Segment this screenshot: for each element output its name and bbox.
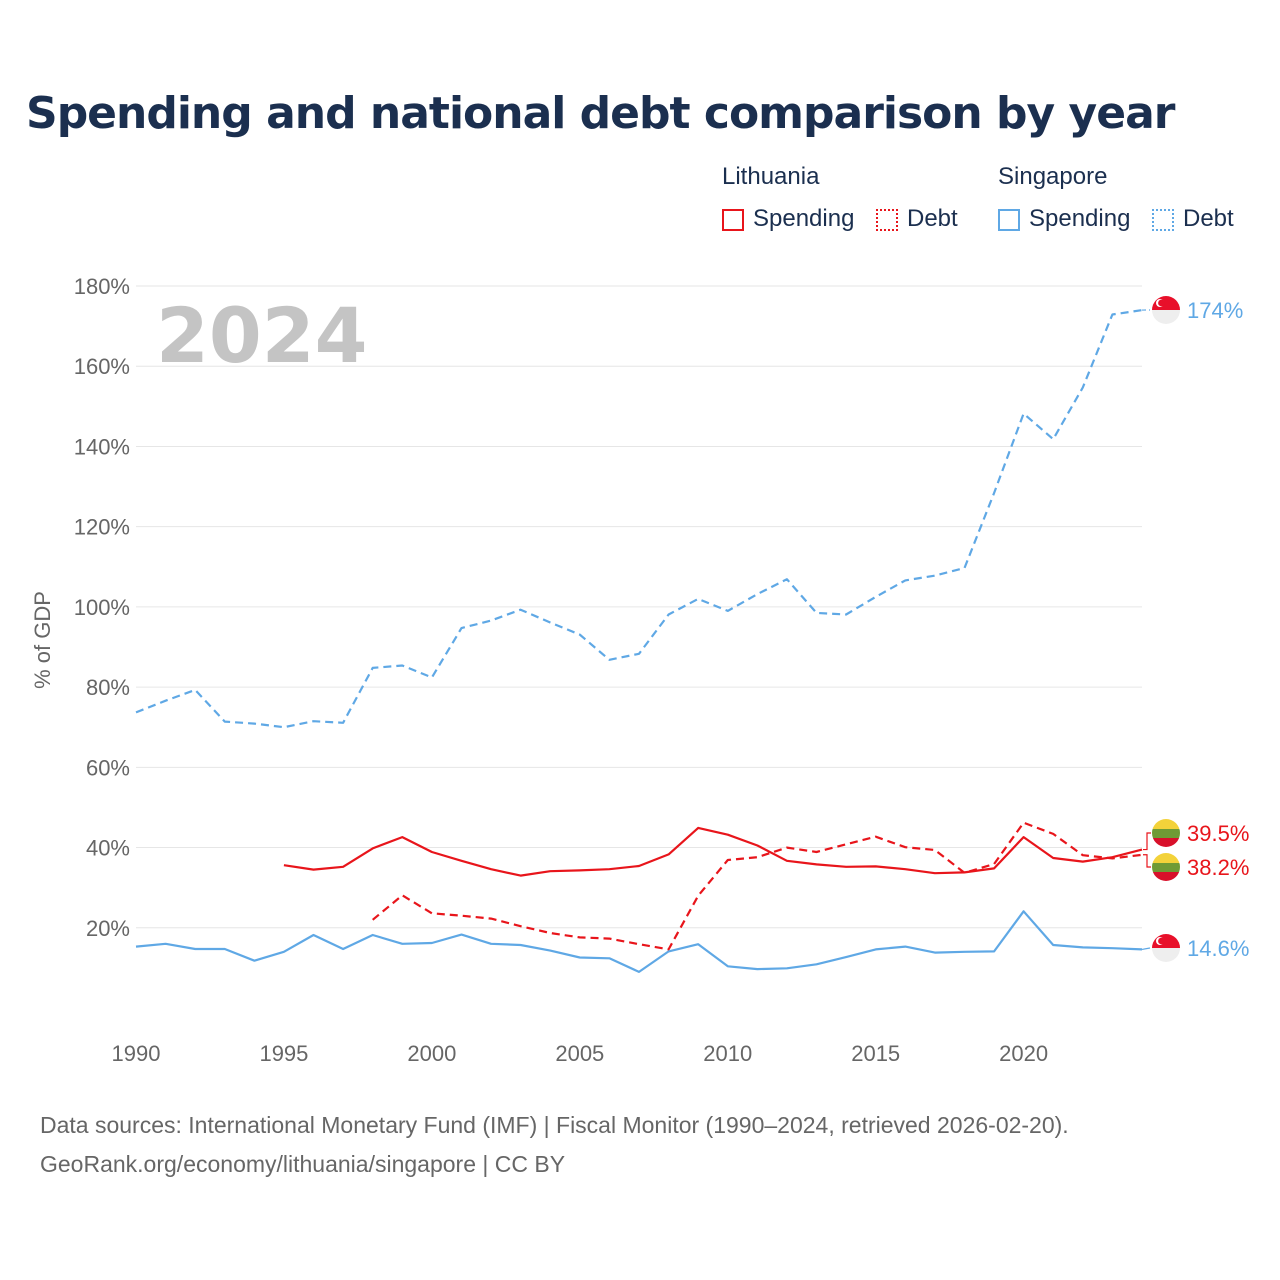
- line-chart: 2024 20% 40% 60% 80% 100% 120% 140% 160% 180% 19…: [30, 274, 1249, 1066]
- sources-line-2: GeoRank.org/economy/lithuania/singapore …: [40, 1151, 566, 1177]
- y-tick-label: 40%: [86, 836, 130, 861]
- year-watermark: 2024: [156, 291, 368, 380]
- x-tick-label: 1990: [112, 1041, 161, 1066]
- y-tick-label: 60%: [86, 755, 130, 780]
- y-tick-label: 100%: [74, 595, 130, 620]
- legend-swatch-solid-blue: [998, 209, 1020, 231]
- legend-label: Spending: [1029, 205, 1131, 232]
- x-tick-label: 1995: [259, 1041, 308, 1066]
- singapore-spending-line: [135, 910, 1143, 974]
- lithuania-spending-end-label: 39.5%: [1187, 821, 1249, 846]
- lithuania-spending-label-connector: [1143, 832, 1151, 851]
- lithuania-debt-line: [371, 821, 1143, 951]
- y-tick-label: 180%: [74, 274, 130, 299]
- lithuania-flag-icon: [1152, 853, 1180, 881]
- x-tick-label: 2015: [851, 1041, 900, 1066]
- legend-swatch-dotted-blue: [1152, 209, 1174, 231]
- legend-swatch-dotted-red: [876, 209, 898, 231]
- lithuania-spending-line: [283, 826, 1143, 877]
- y-tick-label: 80%: [86, 675, 130, 700]
- y-tick-label: 140%: [74, 434, 130, 459]
- x-tick-label: 2000: [407, 1041, 456, 1066]
- singapore-spending-label-connector: [1141, 947, 1151, 951]
- lithuania-debt-end-label: 38.2%: [1187, 855, 1249, 880]
- legend-label: Debt: [1183, 205, 1234, 232]
- y-tick-label: 160%: [74, 354, 130, 379]
- x-tick-label: 2010: [703, 1041, 752, 1066]
- legend-group-lithuania: Lithuania: [722, 163, 820, 190]
- legend-group-singapore: Singapore: [998, 163, 1108, 190]
- singapore-debt-line: [135, 309, 1143, 729]
- y-axis-label: % of GDP: [30, 591, 55, 689]
- x-tick-label: 2020: [999, 1041, 1048, 1066]
- singapore-flag-icon: [1152, 296, 1180, 324]
- legend-label: Debt: [907, 205, 958, 232]
- x-tick-label: 2005: [555, 1041, 604, 1066]
- data-sources: Data sources: International Monetary Fun…: [40, 1106, 1069, 1184]
- singapore-debt-end-label: 174%: [1187, 298, 1243, 323]
- legend-label: Spending: [753, 205, 855, 232]
- singapore-flag-icon: [1152, 934, 1180, 962]
- y-tick-label: 120%: [74, 515, 130, 540]
- chart-title: Spending and national debt comparison by…: [26, 88, 1175, 139]
- singapore-spending-end-label: 14.6%: [1187, 936, 1249, 961]
- lithuania-debt-label-connector: [1143, 854, 1151, 868]
- lithuania-flag-icon: [1152, 819, 1180, 847]
- y-tick-label: 20%: [86, 916, 130, 941]
- legend-swatch-solid-red: [722, 209, 744, 231]
- sources-line-1: Data sources: International Monetary Fun…: [40, 1112, 1069, 1138]
